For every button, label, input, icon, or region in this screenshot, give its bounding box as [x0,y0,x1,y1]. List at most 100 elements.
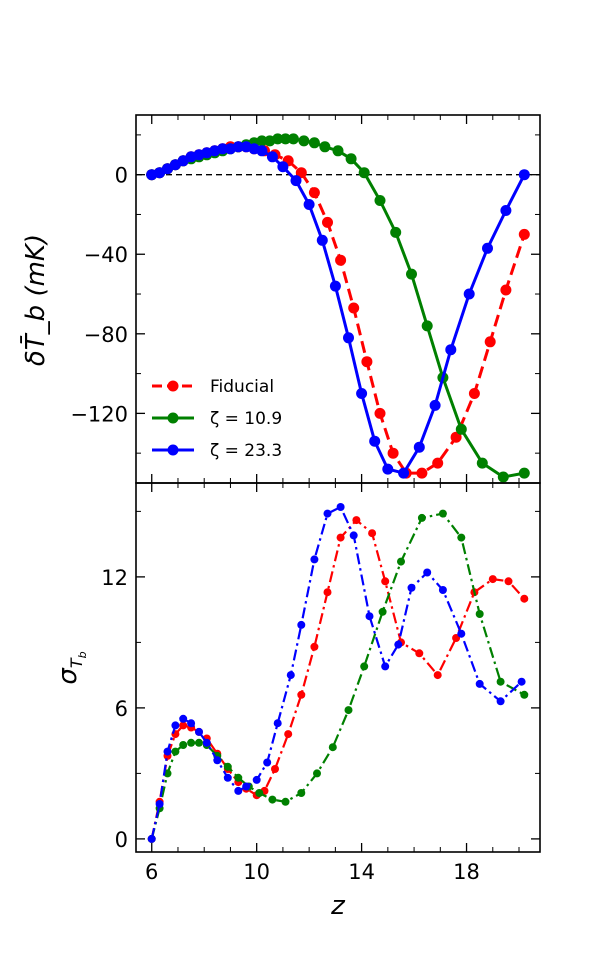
data-point [398,467,410,479]
data-point [387,447,399,459]
y-tick-label: 12 [101,566,128,590]
x-tick-label: 10 [243,860,270,884]
data-point [187,738,196,747]
data-point [455,423,467,435]
data-point [517,677,526,686]
data-point [263,758,272,767]
data-point [348,302,360,314]
data-point [308,137,320,149]
top-ticks [136,115,540,483]
data-point [500,284,512,296]
data-point [488,575,497,584]
data-point [252,775,261,784]
legend: Fiducial ζ = 10.9 ζ = 23.3 [152,377,282,461]
data-point [308,187,320,199]
legend-label-0: Fiducial [210,377,274,397]
data-point [368,529,377,538]
data-point [496,677,505,686]
legend-marker-2 [167,444,179,456]
data-point [234,786,243,795]
data-point [332,145,344,157]
data-point [407,583,416,592]
data-point [475,679,484,688]
data-point [179,721,188,730]
data-point [277,161,289,173]
data-point [255,789,264,797]
data-point [281,797,290,806]
bottom-ticks [136,483,540,852]
y-tick-label: 0 [115,164,128,188]
data-point [390,226,402,238]
data-point [336,503,345,511]
data-point [438,586,447,594]
data-point [356,388,368,399]
data-point [438,509,447,518]
y-tick-label: −80 [84,323,128,347]
data-point [223,762,232,771]
data-point [256,135,268,147]
series-line-1 [150,512,525,840]
legend-label-2: ζ = 23.3 [210,441,282,461]
data-point [242,782,251,791]
data-point [223,773,232,782]
data-point [415,649,424,658]
data-point [504,577,513,586]
data-point [476,457,488,469]
data-point [457,629,466,638]
data-point [352,516,361,525]
bottom-ytick-labels: 0 6 12 [101,566,128,852]
data-point [482,242,493,254]
data-point [381,662,390,671]
data-point [360,662,369,671]
legend-marker-1 [167,412,179,424]
data-point [433,671,442,680]
data-point [457,533,466,542]
data-point [374,195,386,206]
data-point [271,765,279,773]
data-point [179,741,188,749]
data-point [179,714,188,723]
data-point [295,167,307,179]
data-point [518,228,530,240]
data-point [316,234,328,246]
data-point [421,320,433,332]
data-point [496,697,505,706]
data-point [232,141,244,153]
data-point [445,344,457,356]
data-point [287,133,299,145]
data-point [256,145,268,157]
data-point [284,730,293,739]
data-point [406,268,417,280]
data-point [195,727,203,736]
data-point [155,800,164,808]
data-point [381,577,390,586]
top-panel: 0 −40 −80 −120 δT̄_b (mK) Fiducial ζ = 10.9 ζ… [19,114,541,484]
data-point [286,671,295,680]
data-point [298,135,310,147]
data-point [297,690,306,699]
data-point [413,441,425,453]
data-point [213,756,222,765]
data-point [520,594,529,603]
data-point [500,205,512,216]
data-point [297,620,306,629]
top-series-group [136,133,540,483]
top-ytick-labels: 0 −40 −80 −120 [70,164,128,427]
top-y-axis-label: δT̄_b (mK) [19,234,51,366]
data-point [374,407,386,419]
data-point [195,738,203,747]
data-point [323,509,332,518]
data-point [518,467,530,479]
data-point [397,557,405,566]
data-point [497,471,509,483]
data-point [336,533,345,542]
data-point [345,153,357,165]
x-axis-label: z [330,891,346,921]
data-point [319,141,331,153]
data-point [328,743,337,752]
y-tick-label: 6 [115,697,128,721]
data-point [365,612,374,621]
data-point [290,175,302,187]
data-point [280,133,291,145]
data-point [520,690,529,699]
